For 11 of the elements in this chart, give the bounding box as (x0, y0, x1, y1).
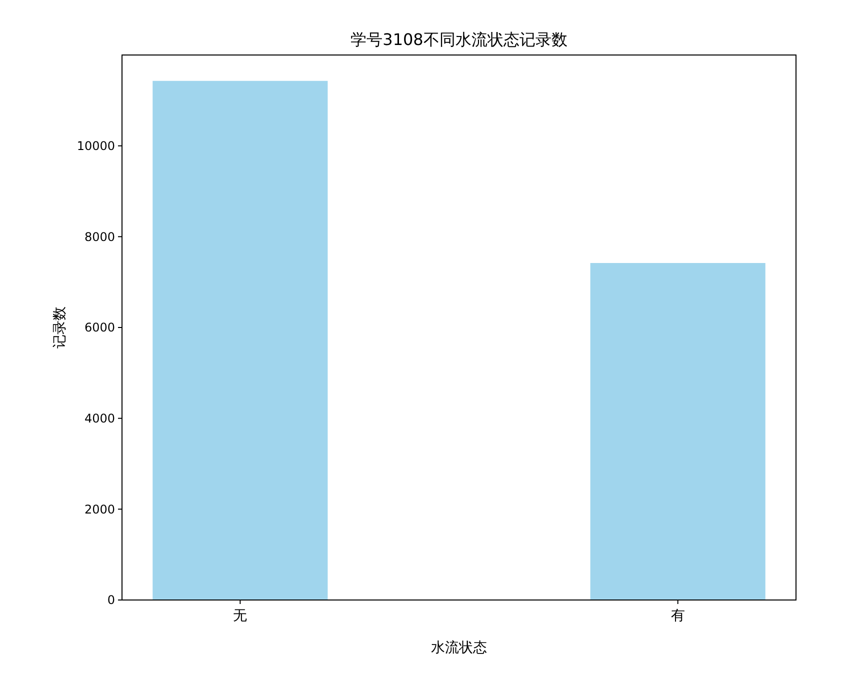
y-tick-label: 4000 (84, 412, 115, 426)
x-tick-label: 无 (233, 608, 248, 624)
y-tick-label: 2000 (84, 502, 115, 516)
y-tick-label: 8000 (84, 230, 115, 244)
y-tick-label: 10000 (76, 139, 115, 154)
x-axis-title: 水流状态 (431, 640, 487, 656)
chart-title: 学号3108不同水流状态记录数 (350, 30, 568, 49)
y-axis-title: 记录数 (52, 306, 68, 348)
y-tick-label: 6000 (84, 320, 115, 335)
y-tick-label: 0 (107, 593, 115, 608)
x-tick-label: 有 (670, 608, 685, 624)
